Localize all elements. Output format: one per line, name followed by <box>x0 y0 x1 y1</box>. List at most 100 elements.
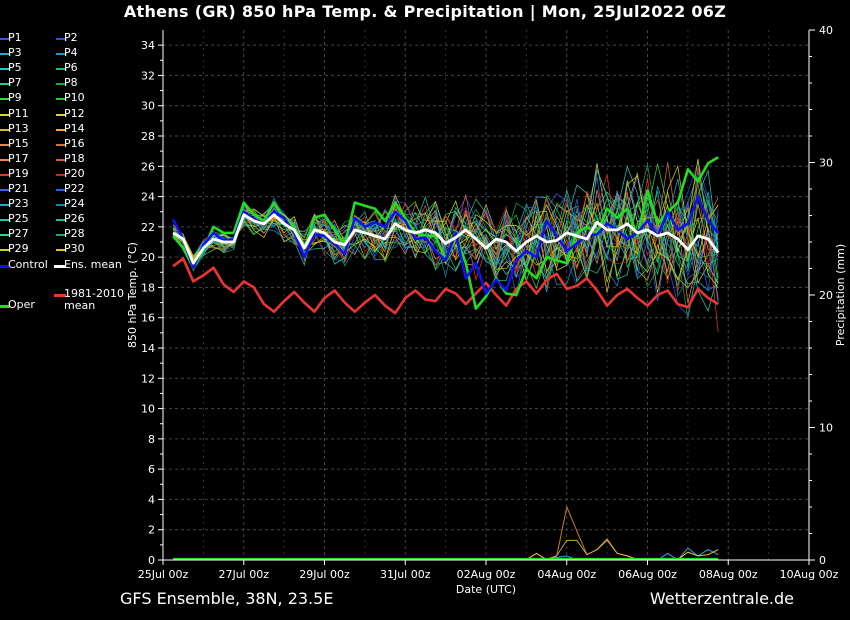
legend-label: P3 <box>8 46 22 60</box>
y-tick-label: 18 <box>141 281 155 294</box>
y-tick-label: 24 <box>141 191 155 204</box>
legend-label: P27 <box>8 227 29 241</box>
legend-swatch <box>0 234 10 237</box>
legend-label: 1981-2010 mean <box>64 287 124 312</box>
x-tick-label: 10Aug 00z <box>780 568 839 581</box>
legend-label: P10 <box>64 91 85 105</box>
legend-swatch <box>0 53 10 56</box>
y-tick-label: 4 <box>148 493 155 506</box>
legend-label: P20 <box>64 166 85 180</box>
legend-swatch <box>0 68 10 71</box>
legend-swatch <box>56 249 66 252</box>
legend-swatch <box>56 68 66 71</box>
legend-swatch <box>56 53 66 56</box>
x-tick-label: 08Aug 00z <box>699 568 758 581</box>
legend-label: P1 <box>8 31 22 44</box>
member-series-line <box>172 174 719 333</box>
model-location-label: GFS Ensemble, 38N, 23.5E <box>120 589 334 608</box>
y-tick-label: 8 <box>148 433 155 446</box>
y2-axis-label: Precipitation (mm) <box>834 244 847 346</box>
legend-label: P30 <box>64 242 85 256</box>
x-axis-label: Date (UTC) <box>456 583 516 596</box>
legend-label: P26 <box>64 212 85 226</box>
ens-mean-line <box>172 213 720 265</box>
legend-swatch <box>56 38 66 40</box>
legend-label: P4 <box>64 46 78 60</box>
legend-swatch <box>0 83 10 86</box>
legend-label: P15 <box>8 136 29 150</box>
legend-label: P7 <box>8 76 22 90</box>
x-tick-label: 04Aug 00z <box>537 568 596 581</box>
main-series-layer <box>171 156 720 315</box>
axes-layer: 0246810121416182022242628303234010203040… <box>126 24 847 596</box>
legend-swatch <box>0 98 10 101</box>
source-label: Wetterzentrale.de <box>649 589 794 608</box>
legend-label: P17 <box>8 151 29 165</box>
member-series-line <box>172 164 719 270</box>
legend-swatch <box>0 143 10 146</box>
legend-label: P8 <box>64 76 78 90</box>
legend-swatch <box>56 98 66 101</box>
legend-swatch <box>0 158 10 161</box>
legend-label: P13 <box>8 121 29 135</box>
legend-label: P18 <box>64 151 85 165</box>
legend-label: P11 <box>8 106 29 120</box>
legend-label: P22 <box>64 182 85 195</box>
legend-label: P6 <box>64 61 78 75</box>
x-tick-label: 02Aug 00z <box>457 568 516 581</box>
legend-swatch <box>0 113 10 116</box>
legend-swatch <box>56 234 66 237</box>
y-tick-label: 2 <box>148 524 155 537</box>
y2-tick-label: 20 <box>819 289 833 302</box>
x-tick-label: 27Jul 00z <box>218 568 269 581</box>
legend-label: P21 <box>8 182 29 195</box>
precip-member-line <box>173 539 719 560</box>
legend: P1 P2 P3 P4 P5 P6 P7 P8 P9 P10 P11 P12 P13 P14 P15 P16 P… <box>0 32 130 322</box>
legend-swatch <box>56 189 66 191</box>
y-tick-label: 20 <box>141 251 155 264</box>
y-tick-label: 6 <box>148 463 155 476</box>
x-tick-label: 31Jul 00z <box>380 568 431 581</box>
y-tick-label: 34 <box>141 39 155 52</box>
legend-label: Ens. mean <box>64 258 122 271</box>
chart-title: Athens (GR) 850 hPa Temp. & Precipitatio… <box>123 2 727 21</box>
y-tick-label: 28 <box>141 130 155 143</box>
legend-swatch <box>56 204 66 207</box>
legend-swatch <box>0 128 10 131</box>
legend-label: Oper <box>8 298 35 311</box>
y-tick-label: 10 <box>141 403 155 416</box>
legend-swatch <box>54 294 66 297</box>
legend-swatch <box>0 189 10 191</box>
x-tick-label: 29Jul 00z <box>299 568 350 581</box>
legend-swatch <box>0 204 10 207</box>
legend-label: P28 <box>64 227 85 241</box>
y-tick-label: 26 <box>141 160 155 173</box>
legend-swatch <box>56 143 66 146</box>
y-tick-label: 16 <box>141 312 155 325</box>
legend-label: P9 <box>8 91 22 105</box>
legend-swatch <box>0 219 10 222</box>
legend-swatch <box>54 265 66 268</box>
y-tick-label: 30 <box>141 100 155 113</box>
y2-tick-label: 40 <box>819 24 833 37</box>
y-tick-label: 14 <box>141 342 155 355</box>
legend-swatch <box>56 128 66 131</box>
legend-label: P16 <box>64 136 85 150</box>
y2-tick-label: 10 <box>819 422 833 435</box>
y-axis-label: 850 hPa Temp. (°C) <box>126 242 139 348</box>
legend-swatch <box>56 173 66 176</box>
x-tick-label: 06Aug 00z <box>618 568 677 581</box>
legend-swatch <box>56 83 66 86</box>
x-tick-label: 25Jul 00z <box>138 568 189 581</box>
legend-swatch <box>0 305 10 308</box>
legend-label: P14 <box>64 121 85 135</box>
climate-mean-line <box>172 257 719 315</box>
legend-label: P29 <box>8 242 29 256</box>
y-tick-label: 12 <box>141 372 155 385</box>
legend-swatch <box>56 158 66 161</box>
legend-label: P2 <box>64 31 78 44</box>
y-tick-label: 32 <box>141 69 155 82</box>
legend-swatch <box>0 173 10 176</box>
legend-label: Control <box>8 258 48 271</box>
